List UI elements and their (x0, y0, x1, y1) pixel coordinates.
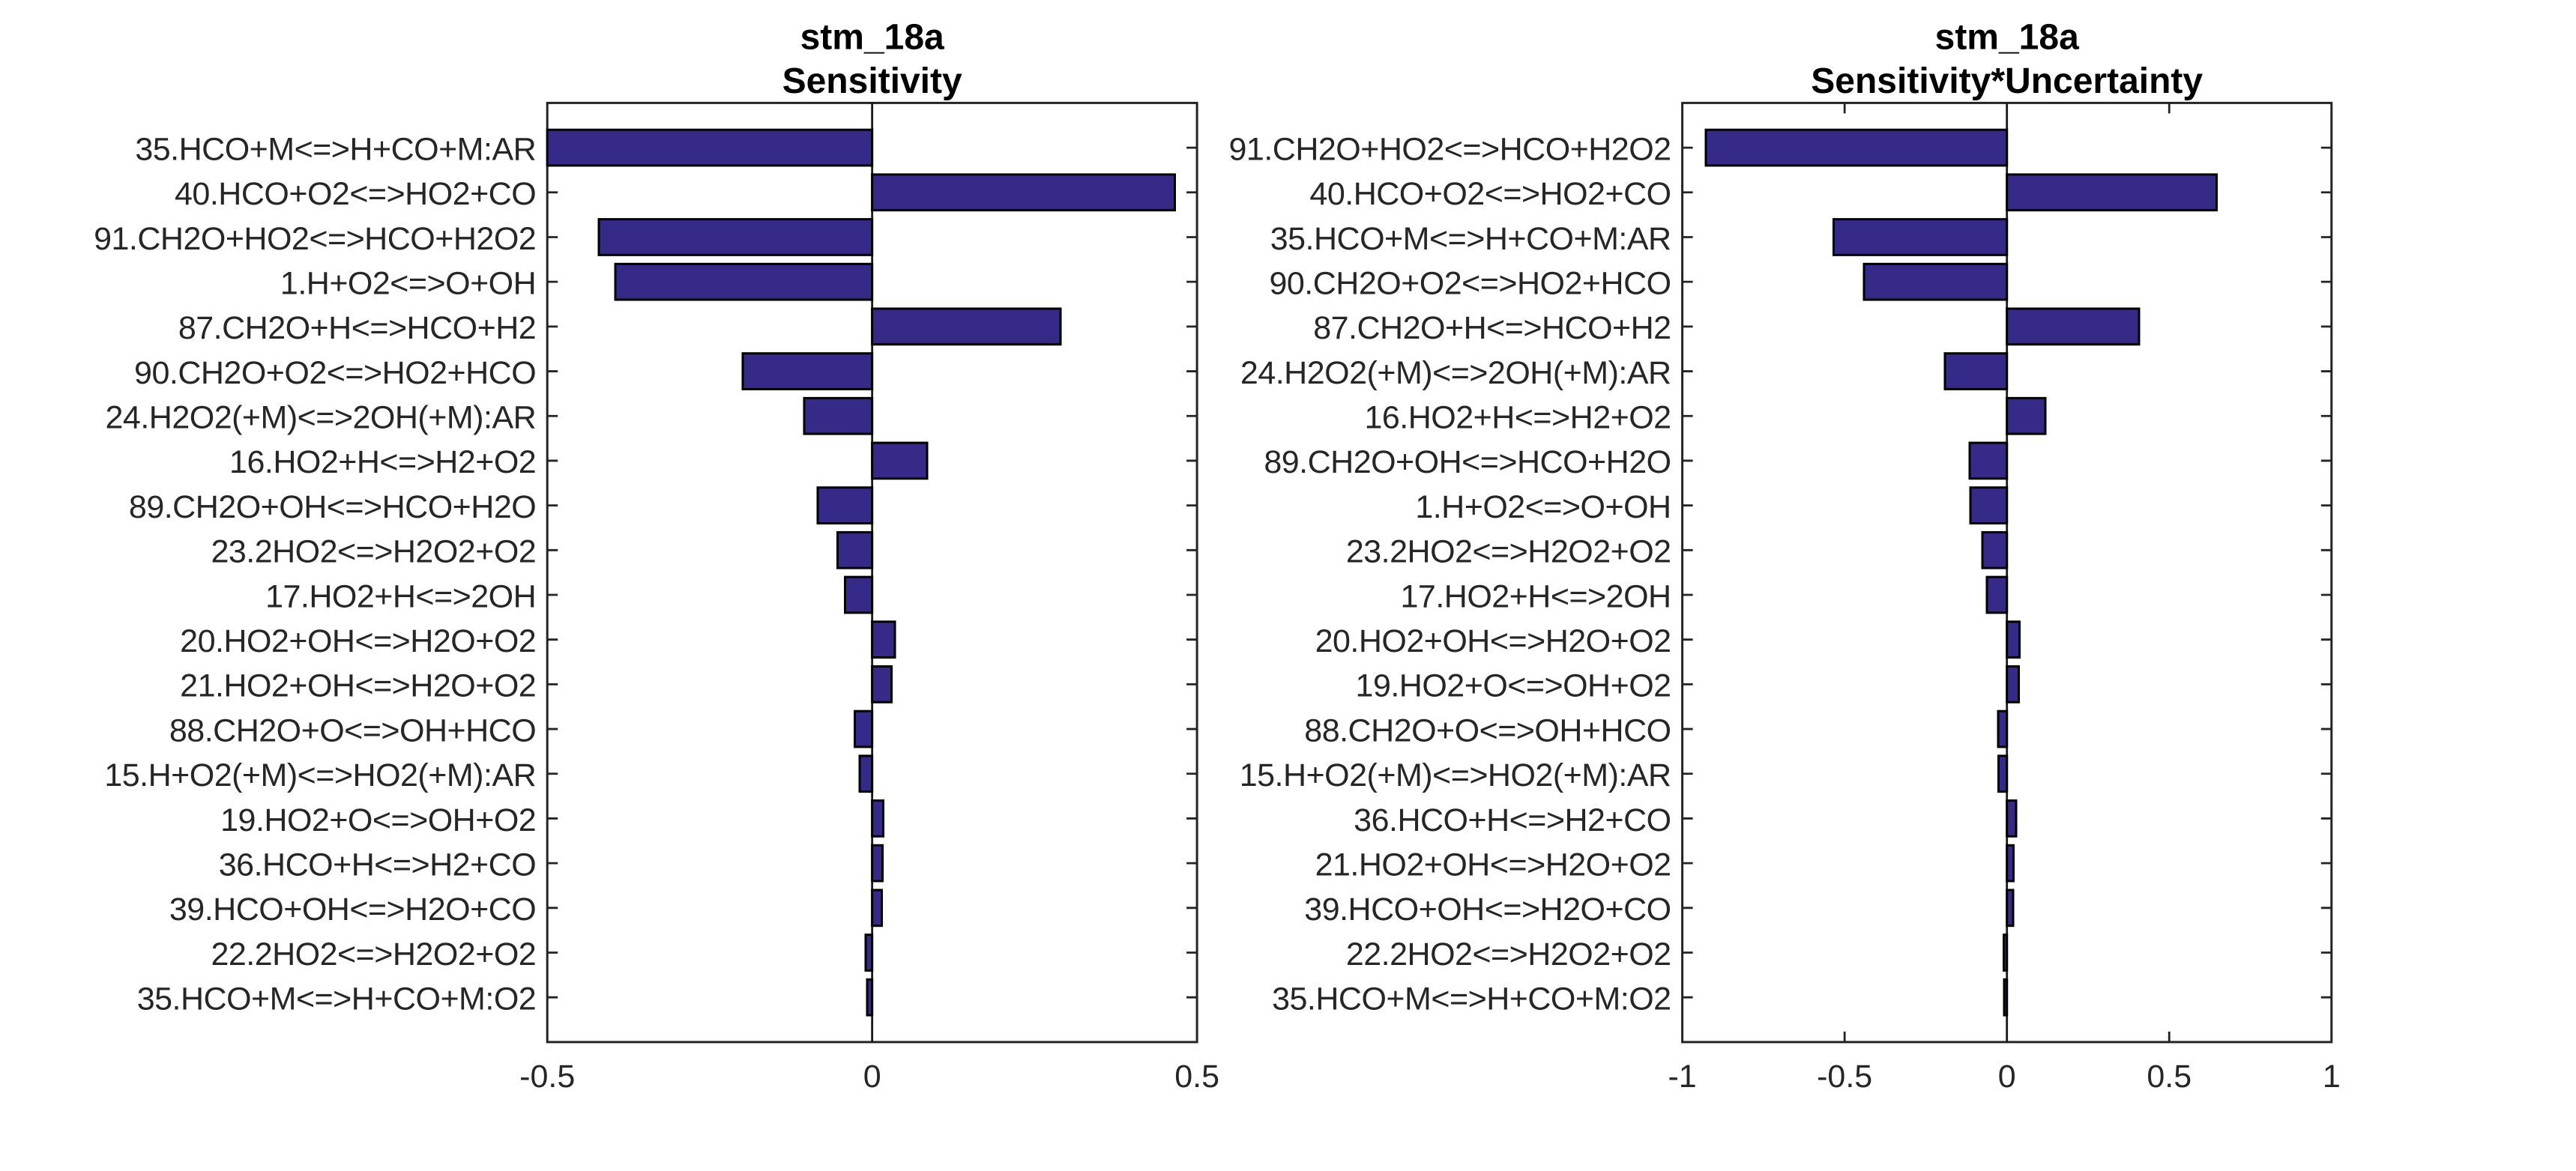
svg-text:36.HCO+H<=>H2+CO: 36.HCO+H<=>H2+CO (219, 847, 536, 883)
svg-text:89.CH2O+OH<=>HCO+H2O: 89.CH2O+OH<=>HCO+H2O (129, 489, 536, 525)
svg-text:15.H+O2(+M)<=>HO2(+M):AR: 15.H+O2(+M)<=>HO2(+M):AR (104, 757, 536, 793)
svg-text:21.HO2+OH<=>H2O+O2: 21.HO2+OH<=>H2O+O2 (180, 668, 536, 704)
svg-text:21.HO2+OH<=>H2O+O2: 21.HO2+OH<=>H2O+O2 (1315, 847, 1671, 883)
svg-text:20.HO2+OH<=>H2O+O2: 20.HO2+OH<=>H2O+O2 (180, 623, 536, 659)
svg-text:0.5: 0.5 (1174, 1059, 1219, 1095)
svg-text:35.HCO+M<=>H+CO+M:O2: 35.HCO+M<=>H+CO+M:O2 (1272, 981, 1671, 1017)
svg-text:91.CH2O+HO2<=>HCO+H2O2: 91.CH2O+HO2<=>HCO+H2O2 (1228, 131, 1671, 167)
svg-text:35.HCO+M<=>H+CO+M:AR: 35.HCO+M<=>H+CO+M:AR (135, 131, 536, 167)
svg-text:0: 0 (1998, 1059, 2016, 1095)
svg-text:90.CH2O+O2<=>HO2+HCO: 90.CH2O+O2<=>HO2+HCO (1269, 265, 1671, 301)
svg-text:1.H+O2<=>O+OH: 1.H+O2<=>O+OH (1415, 489, 1671, 525)
svg-text:23.2HO2<=>H2O2+O2: 23.2HO2<=>H2O2+O2 (211, 534, 536, 570)
svg-text:stm_18a: stm_18a (1935, 18, 2079, 58)
svg-text:-0.5: -0.5 (519, 1059, 575, 1095)
svg-text:35.HCO+M<=>H+CO+M:AR: 35.HCO+M<=>H+CO+M:AR (1270, 221, 1671, 257)
svg-text:88.CH2O+O<=>OH+HCO: 88.CH2O+O<=>OH+HCO (169, 712, 536, 748)
svg-text:19.HO2+O<=>OH+O2: 19.HO2+O<=>OH+O2 (220, 802, 536, 838)
svg-text:-1: -1 (1668, 1059, 1696, 1095)
svg-text:24.H2O2(+M)<=>2OH(+M):AR: 24.H2O2(+M)<=>2OH(+M):AR (106, 400, 537, 436)
svg-text:1.H+O2<=>O+OH: 1.H+O2<=>O+OH (280, 265, 536, 301)
svg-text:19.HO2+O<=>OH+O2: 19.HO2+O<=>OH+O2 (1356, 668, 1671, 704)
svg-text:40.HCO+O2<=>HO2+CO: 40.HCO+O2<=>HO2+CO (1309, 176, 1671, 212)
svg-text:22.2HO2<=>H2O2+O2: 22.2HO2<=>H2O2+O2 (1346, 937, 1671, 972)
svg-text:1: 1 (2323, 1059, 2341, 1095)
svg-text:stm_18a: stm_18a (800, 18, 944, 58)
svg-text:16.HO2+H<=>H2+O2: 16.HO2+H<=>H2+O2 (1364, 400, 1671, 436)
svg-text:0: 0 (863, 1059, 881, 1095)
svg-text:0.5: 0.5 (2147, 1059, 2192, 1095)
svg-text:91.CH2O+HO2<=>HCO+H2O2: 91.CH2O+HO2<=>HCO+H2O2 (94, 221, 536, 257)
svg-text:16.HO2+H<=>H2+O2: 16.HO2+H<=>H2+O2 (229, 444, 536, 480)
svg-text:15.H+O2(+M)<=>HO2(+M):AR: 15.H+O2(+M)<=>HO2(+M):AR (1240, 757, 1671, 793)
svg-text:90.CH2O+O2<=>HO2+HCO: 90.CH2O+O2<=>HO2+HCO (134, 355, 536, 391)
svg-text:39.HCO+OH<=>H2O+CO: 39.HCO+OH<=>H2O+CO (169, 892, 536, 928)
svg-text:87.CH2O+H<=>HCO+H2: 87.CH2O+H<=>HCO+H2 (178, 310, 536, 346)
svg-text:24.H2O2(+M)<=>2OH(+M):AR: 24.H2O2(+M)<=>2OH(+M):AR (1240, 355, 1671, 391)
svg-text:39.HCO+OH<=>H2O+CO: 39.HCO+OH<=>H2O+CO (1304, 892, 1671, 928)
svg-text:88.CH2O+O<=>OH+HCO: 88.CH2O+O<=>OH+HCO (1304, 712, 1671, 748)
svg-text:40.HCO+O2<=>HO2+CO: 40.HCO+O2<=>HO2+CO (175, 176, 536, 212)
svg-text:36.HCO+H<=>H2+CO: 36.HCO+H<=>H2+CO (1354, 802, 1671, 838)
svg-text:87.CH2O+H<=>HCO+H2: 87.CH2O+H<=>HCO+H2 (1313, 310, 1671, 346)
svg-text:17.HO2+H<=>2OH: 17.HO2+H<=>2OH (1400, 578, 1671, 614)
svg-text:22.2HO2<=>H2O2+O2: 22.2HO2<=>H2O2+O2 (211, 937, 536, 972)
svg-text:Sensitivity: Sensitivity (782, 61, 962, 101)
svg-text:89.CH2O+OH<=>HCO+H2O: 89.CH2O+OH<=>HCO+H2O (1264, 444, 1671, 480)
svg-text:20.HO2+OH<=>H2O+O2: 20.HO2+OH<=>H2O+O2 (1315, 623, 1671, 659)
svg-text:-0.5: -0.5 (1817, 1059, 1872, 1095)
svg-text:23.2HO2<=>H2O2+O2: 23.2HO2<=>H2O2+O2 (1346, 534, 1671, 570)
svg-text:35.HCO+M<=>H+CO+M:O2: 35.HCO+M<=>H+CO+M:O2 (137, 981, 537, 1017)
svg-text:17.HO2+H<=>2OH: 17.HO2+H<=>2OH (265, 578, 536, 614)
svg-text:Sensitivity*Uncertainty: Sensitivity*Uncertainty (1811, 61, 2203, 101)
